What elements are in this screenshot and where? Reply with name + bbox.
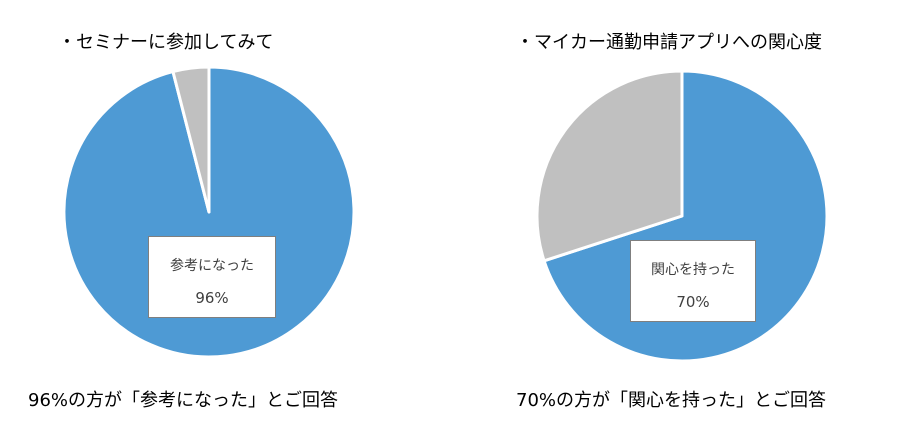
app-interest-chart-panel: ・マイカー通勤申請アプリへの関心度 関心を持った 70% 70%の方が「関心を持…: [460, 0, 920, 438]
app-interest-data-label: 関心を持った 70%: [630, 240, 756, 322]
seminar-pie-chart: [62, 65, 356, 359]
app-interest-data-label-name: 関心を持った: [651, 262, 735, 278]
app-interest-data-label-value: 70%: [676, 293, 710, 311]
seminar-data-label: 参考になった 96%: [148, 236, 276, 318]
app-interest-pie-chart: [535, 69, 829, 363]
seminar-data-label-name: 参考になった: [170, 258, 254, 274]
app-interest-caption: 70%の方が「関心を持った」とご回答: [516, 390, 827, 411]
seminar-chart-panel: ・セミナーに参加してみて 参考になった 96% 96%の方が「参考になった」とご…: [28, 32, 356, 411]
seminar-caption: 96%の方が「参考になった」とご回答: [28, 390, 339, 411]
app-interest-pie-slice-0: [542, 69, 829, 363]
app-interest-chart-title: ・マイカー通勤申請アプリへの関心度: [516, 32, 822, 53]
seminar-chart-title: ・セミナーに参加してみて: [58, 32, 274, 53]
seminar-data-label-value: 96%: [195, 289, 229, 307]
seminar-pie-slice-1: [171, 65, 211, 214]
app-interest-pie-slice-1: [535, 69, 684, 263]
